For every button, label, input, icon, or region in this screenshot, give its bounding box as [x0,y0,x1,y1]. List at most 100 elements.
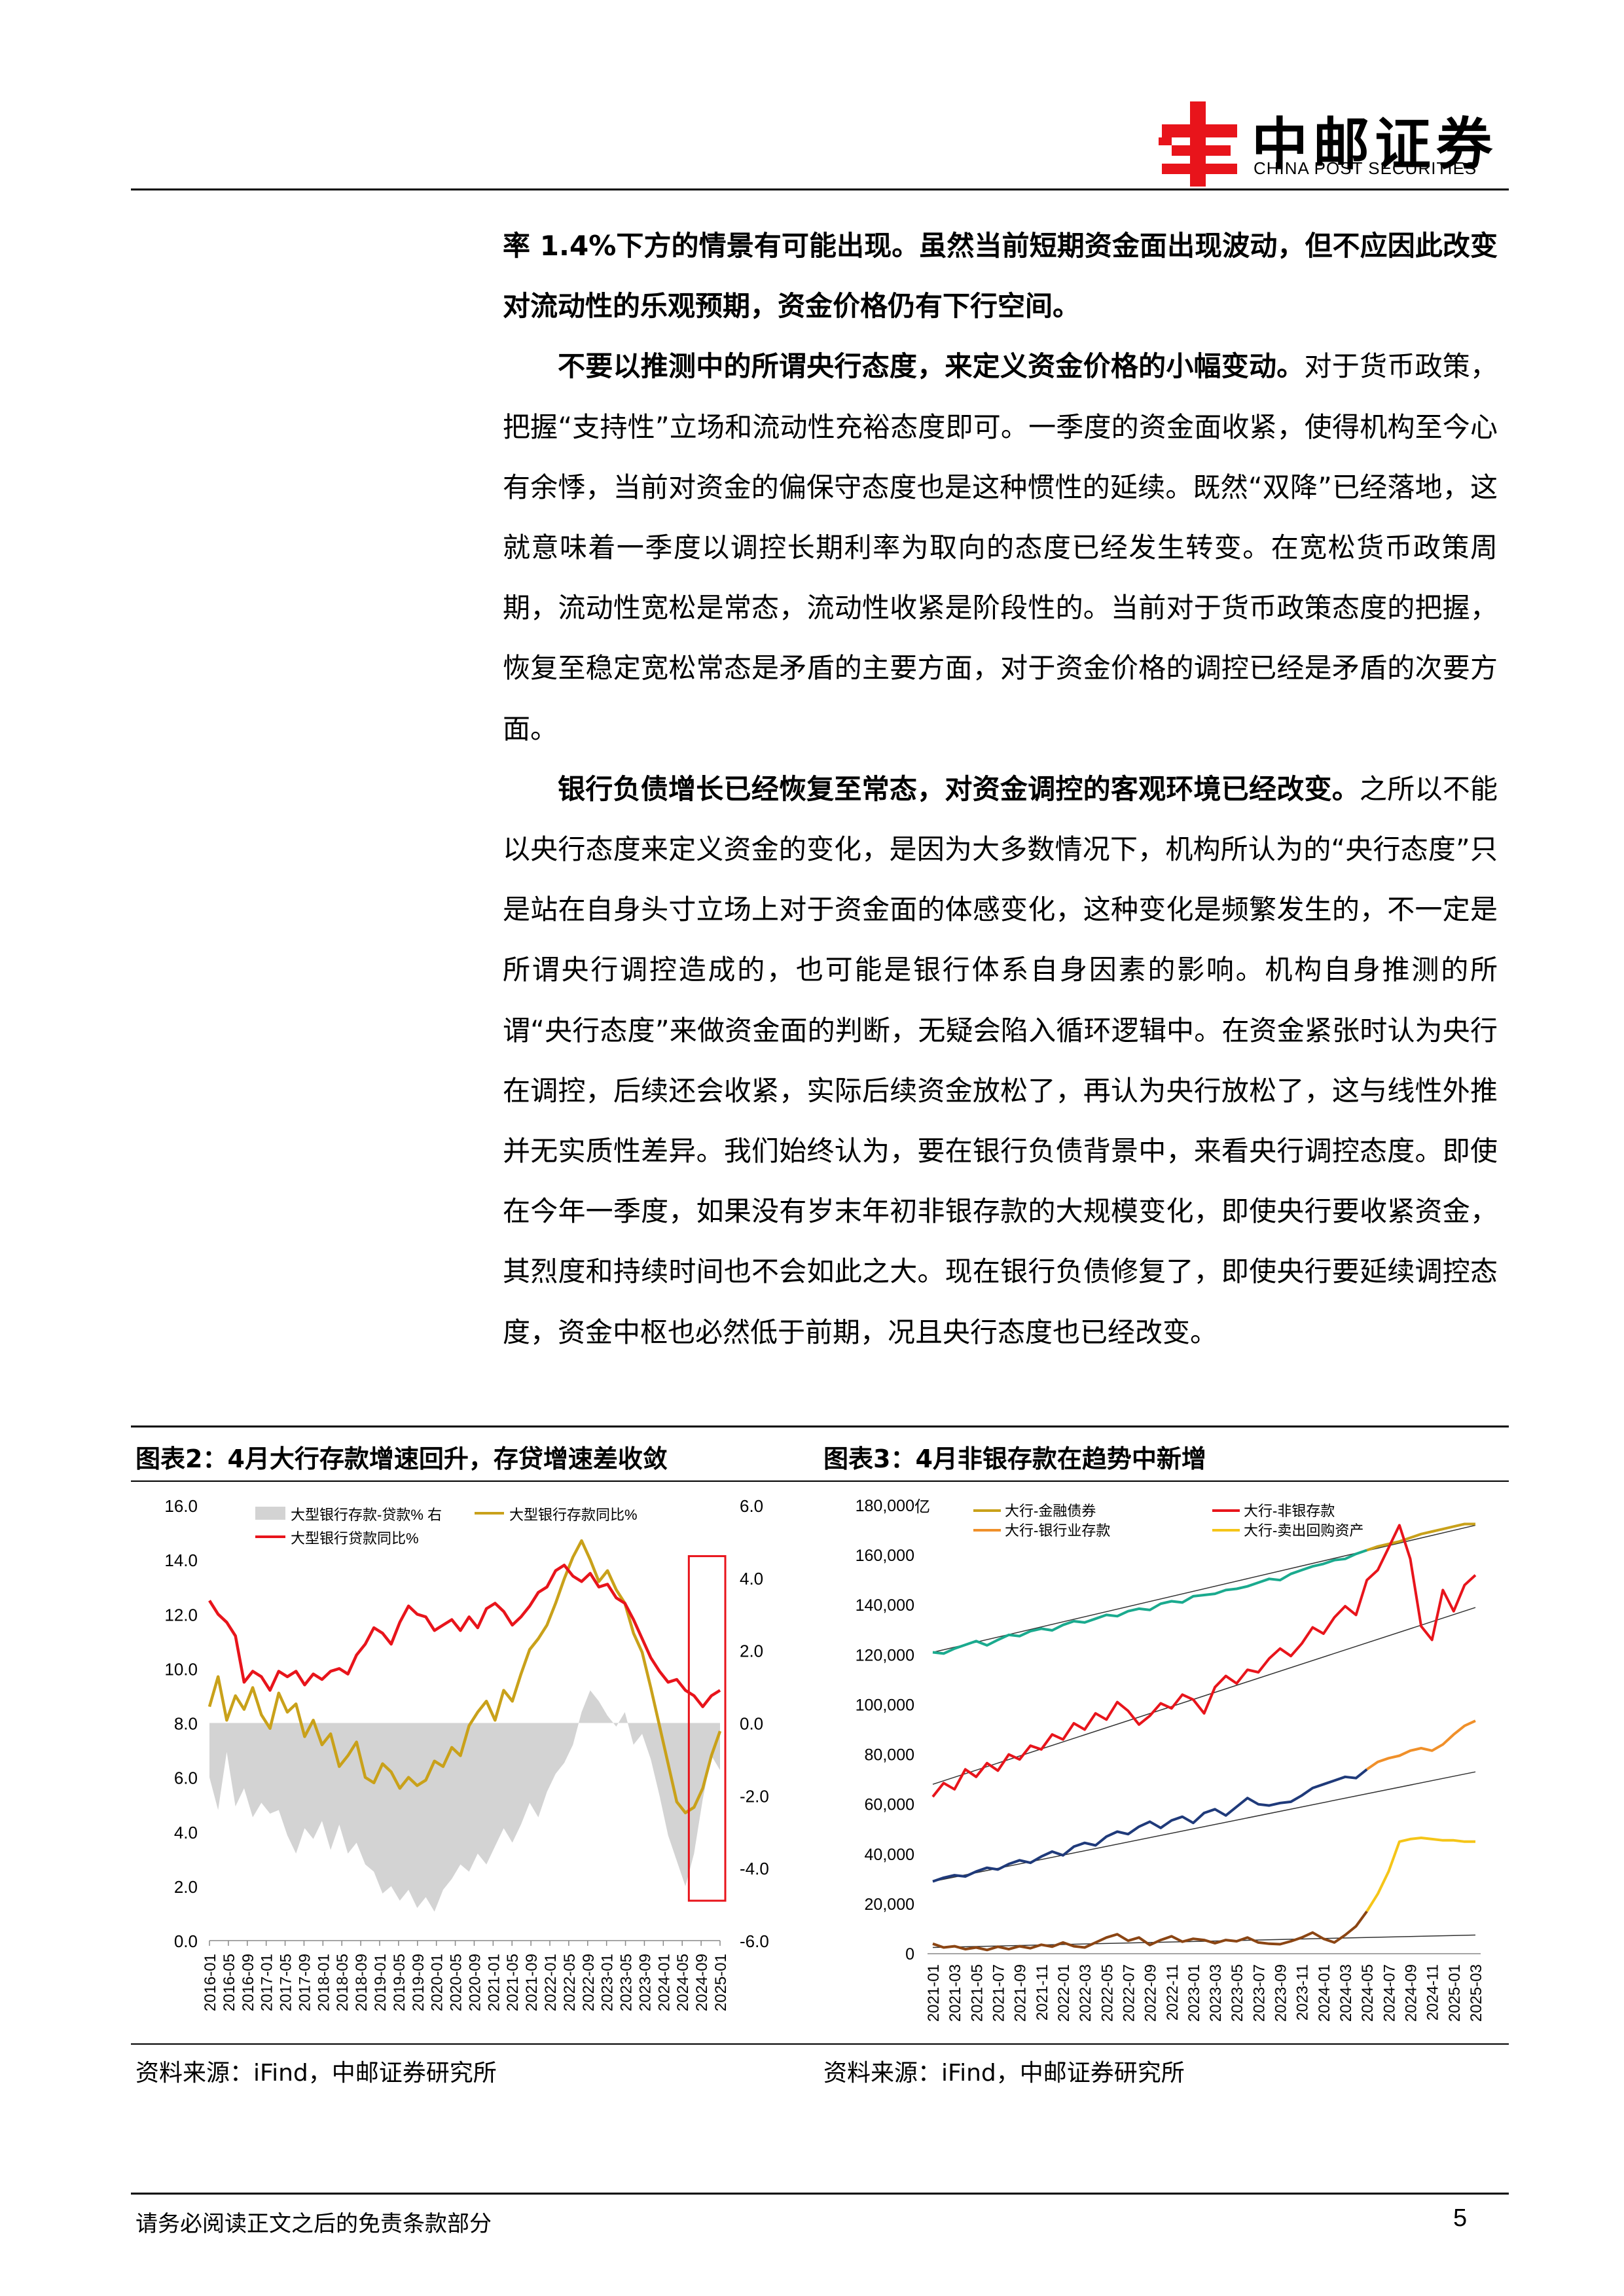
x-tick-label: 2020-01 [429,1954,446,2011]
x-tick-label: 2024-05 [674,1954,692,2011]
chart-nonbank-deposits: 180,000 160,000 140,000 120,000 100,000 80,00… [856,1497,1485,2022]
figure-top-rule [131,1426,1509,1427]
y-tick-label: 160,000 [856,1547,914,1565]
x-tick-label: 2023-11 [1294,1964,1312,2020]
y-unit-label: 亿 [914,1498,930,1516]
x-tick-label: 2024-09 [693,1954,711,2011]
x-tick-label: 2023-03 [1207,1964,1225,2022]
paragraph-2-lead: 不要以推测中的所谓央行态度，来定义资金价格的小幅变动。 [558,350,1305,383]
x-tick-label: 2021-09 [1012,1964,1030,2022]
x-tick-label: 2022-05 [1098,1964,1116,2022]
x-tick-label: 2023-09 [636,1954,654,2011]
legend-label-gap: 大型银行存款-贷款% 右 [291,1507,442,1523]
y-tick-label: 40,000 [865,1846,914,1864]
legend-label-3: 大行-卖出回购资产 [1244,1522,1363,1539]
legend-swatch-gap [255,1507,285,1520]
y-left-tick-label: 10.0 [164,1659,198,1679]
x-tick-label: 2018-05 [334,1954,352,2011]
x-tick-label: 2021-11 [1034,1964,1051,2020]
x-tick-label: 2025-01 [1446,1964,1464,2022]
paragraph-3: 银行负债增长已经恢复至常态，对资金调控的客观环境已经改变。之所以不能以央行态度来… [503,759,1498,1363]
y-left-tick-label: 2.0 [174,1877,198,1897]
x-tick-label: 2025-03 [1468,1964,1485,2022]
x-tick-label: 2024-11 [1424,1964,1442,2020]
series-bonds-line-early [932,1549,1367,1655]
x-tick-label: 2022-09 [580,1954,598,2011]
x-tick-label: 2021-09 [523,1954,541,2011]
y-left-tick-label: 14.0 [164,1551,198,1570]
x-tick-label: 2022-03 [1077,1964,1094,2022]
series-gap-area [209,1690,720,1912]
chart-deposit-loan-growth: 16.0 14.0 12.0 10.0 8.0 6.0 4.0 2.0 0.0 6.0 4.0 2.0… [164,1496,769,2011]
x-tick-label: 2024-03 [1337,1964,1355,2022]
x-tick-label: 2017-05 [278,1954,295,2011]
x-tick-label: 2016-09 [240,1954,257,2011]
x-tick-label: 2019-01 [372,1954,389,2011]
y-tick-label: 80,000 [865,1746,914,1765]
figure-2-source: 资料来源：iFind，中邮证券研究所 [135,2060,497,2087]
x-tick-label: 2024-01 [1316,1964,1333,2022]
y-right-tick-label: 0.0 [740,1714,763,1734]
y-tick-label: 0 [905,1945,914,1964]
legend-label-loan: 大型银行贷款同比% [291,1530,419,1547]
x-tick-label: 2025-01 [712,1954,730,2011]
x-tick-label: 2021-01 [925,1964,943,2022]
y-tick-label: 140,000 [856,1596,914,1615]
y-left-tick-label: 0.0 [174,1931,198,1951]
x-tick-label: 2019-09 [410,1954,427,2011]
x-tick-label: 2021-03 [947,1964,964,2022]
series-bonds-line [1366,1522,1475,1552]
figure-bottom-rule [131,2043,1509,2045]
x-tick-label: 2024-09 [1403,1964,1420,2022]
legend-label-0: 大行-金融债券 [1005,1503,1096,1519]
y-right-tick-label: -6.0 [740,1931,769,1951]
x-tick-label: 2021-01 [485,1954,503,2011]
x-tick-label: 2016-05 [221,1954,238,2011]
y-right-tick-label: 6.0 [740,1496,763,1516]
x-tick-label: 2023-09 [1272,1964,1290,2022]
x-tick-label: 2021-07 [990,1964,1007,2022]
paragraph-1: 率 1.4%下方的情景有可能出现。虽然当前短期资金面出现波动，但不应因此改变对流… [503,230,1498,323]
header-rule [131,188,1509,190]
x-tick-label: 2019-05 [391,1954,408,2011]
paragraph-2: 不要以推测中的所谓央行态度，来定义资金价格的小幅变动。对于货币政策，把握“支持性… [503,336,1498,759]
x-tick-label: 2024-07 [1380,1964,1398,2022]
figure-3-source: 资料来源：iFind，中邮证券研究所 [823,2060,1185,2087]
y-tick-label: 100,000 [856,1696,914,1714]
y-left-tick-label: 4.0 [174,1823,198,1842]
series-interbank-line-early [932,1768,1368,1883]
x-tick-label: 2023-07 [1250,1964,1268,2022]
figure-3-title: 图表3：4月非银存款在趋势中新增 [823,1444,1206,1473]
x-tick-label: 2020-05 [448,1954,465,2011]
y-tick-label: 120,000 [856,1646,914,1664]
legend-label-deposit: 大型银行存款同比% [509,1507,638,1523]
series-deposit-line [208,1539,722,1814]
x-tick-label: 2020-09 [466,1954,484,2011]
x-tick-label: 2023-05 [1229,1964,1246,2022]
x-tick-label: 2018-01 [315,1954,333,2011]
x-tick-label: 2023-01 [599,1954,617,2011]
paragraph-3-text: 之所以不能以央行态度来定义资金的变化，是因为大多数情况下，机构所认为的“央行态度… [503,772,1498,1348]
y-right-tick-label: -4.0 [740,1859,769,1878]
x-tick-label: 2022-01 [1055,1964,1073,2022]
legend-label-2: 大行-非银存款 [1244,1503,1335,1519]
logo-chinese-name: 中邮证券 [1252,112,1498,177]
x-tick-label: 2017-09 [296,1954,314,2011]
trend-line-interbank [932,1771,1476,1882]
y-right-tick-label: 2.0 [740,1641,763,1661]
series-repo-line-early [932,1910,1368,1952]
x-tick-label: 2022-05 [561,1954,579,2011]
body-text: 率 1.4%下方的情景有可能出现。虽然当前短期资金面出现波动，但不应因此改变对流… [503,216,1498,1363]
y-tick-label: 20,000 [865,1895,914,1914]
trend-line-bonds [932,1524,1476,1653]
y-tick-label: 60,000 [865,1796,914,1814]
logo-english-name: CHINA POST SECURITIES [1254,158,1477,178]
x-tick-label: 2024-01 [655,1954,673,2011]
paragraph-2-text: 对于货币政策，把握“支持性”立场和流动性充裕态度即可。一季度的资金面收紧，使得机… [503,350,1498,745]
x-tick-label: 2023-05 [618,1954,636,2011]
y-right-tick-label: 4.0 [740,1569,763,1588]
series-loan-line [208,1564,721,1708]
x-tick-label: 2022-11 [1164,1964,1182,2020]
x-tick-label: 2022-07 [1120,1964,1138,2022]
page-number: 5 [1453,2204,1468,2232]
